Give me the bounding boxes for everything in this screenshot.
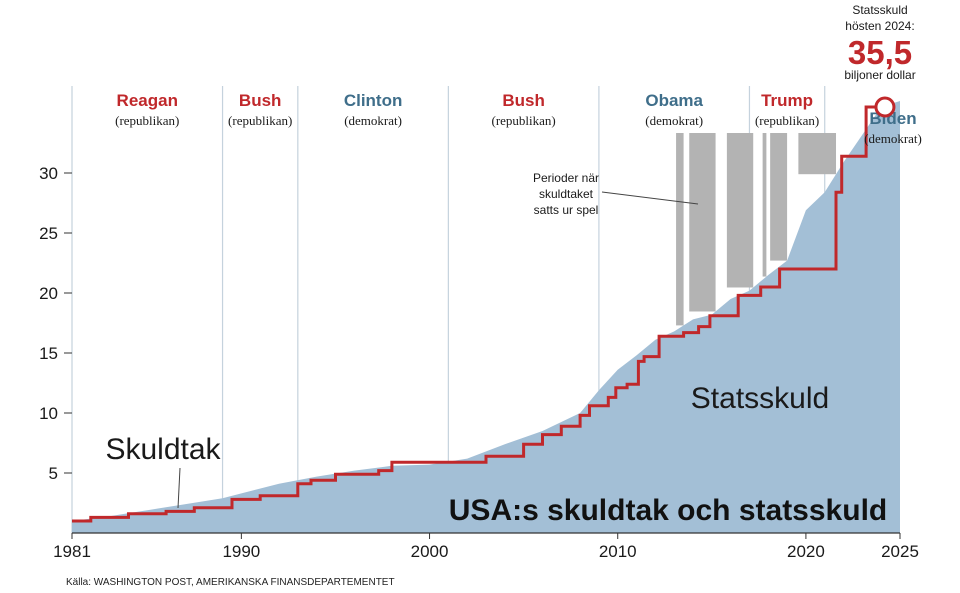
suspension-leader xyxy=(601,191,699,205)
president-name: Bush xyxy=(239,91,282,110)
y-tick-label: 25 xyxy=(39,224,58,243)
x-tick-label: 1981 xyxy=(53,542,91,561)
suspension-label-line: skuldtaket xyxy=(539,187,594,201)
president-party: (demokrat) xyxy=(645,113,703,128)
suspension-bar xyxy=(689,133,716,312)
suspension-bar xyxy=(762,133,767,277)
president-name: Obama xyxy=(645,91,703,110)
x-tick-label: 1990 xyxy=(222,542,260,561)
chart-title: USA:s skuldtak och statsskuld xyxy=(449,494,887,527)
suspension-bar xyxy=(676,133,684,326)
president-name: Bush xyxy=(502,91,545,110)
callout-value: 35,5 xyxy=(848,34,912,71)
suspension-bar xyxy=(770,133,788,261)
president-party: (republikan) xyxy=(492,113,556,128)
ceiling-suspension-periods xyxy=(676,133,837,326)
x-tick-label: 2000 xyxy=(411,542,449,561)
annotations: Perioder när skuldtaket satts ur spel Stats… xyxy=(177,3,916,509)
president-party: (republikan) xyxy=(115,113,179,128)
y-tick-label: 20 xyxy=(39,284,58,303)
president-name: Trump xyxy=(761,91,813,110)
suspension-label-line: satts ur spel xyxy=(534,203,599,217)
president-name: Reagan xyxy=(117,91,178,110)
source-note: Källa: WASHINGTON POST, AMERIKANSKA FINA… xyxy=(66,577,395,588)
debt-area-label: Statsskuld xyxy=(691,382,829,415)
callout-line2: hösten 2024: xyxy=(845,19,914,33)
president-party: (demokrat) xyxy=(344,113,402,128)
y-tick-label: 5 xyxy=(49,464,58,483)
callout-unit: biljoner dollar xyxy=(844,68,915,82)
president-party: (republikan) xyxy=(228,113,292,128)
y-tick-label: 15 xyxy=(39,344,58,363)
ceiling-line xyxy=(72,105,885,523)
ceiling-label-leader xyxy=(177,467,181,509)
president-party: (republikan) xyxy=(755,113,819,128)
callout-line1: Statsskuld xyxy=(852,3,907,17)
president-party: (demokrat) xyxy=(864,131,922,146)
x-tick-label: 2020 xyxy=(787,542,825,561)
ceiling-line-label: Skuldtak xyxy=(105,433,221,466)
y-tick-label: 10 xyxy=(39,404,58,423)
president-name: Clinton xyxy=(344,91,403,110)
suspension-bar xyxy=(726,133,754,288)
suspension-label-line: Perioder när xyxy=(533,171,599,185)
y-tick-label: 30 xyxy=(39,164,58,183)
suspension-bar xyxy=(798,133,837,175)
callout-marker xyxy=(874,96,896,118)
president-labels: Reagan (republikan) Bush (republikan) Clinto… xyxy=(115,91,922,146)
x-tick-label: 2010 xyxy=(599,542,637,561)
x-tick-label: 2025 xyxy=(881,542,919,561)
debt-area xyxy=(72,101,900,533)
